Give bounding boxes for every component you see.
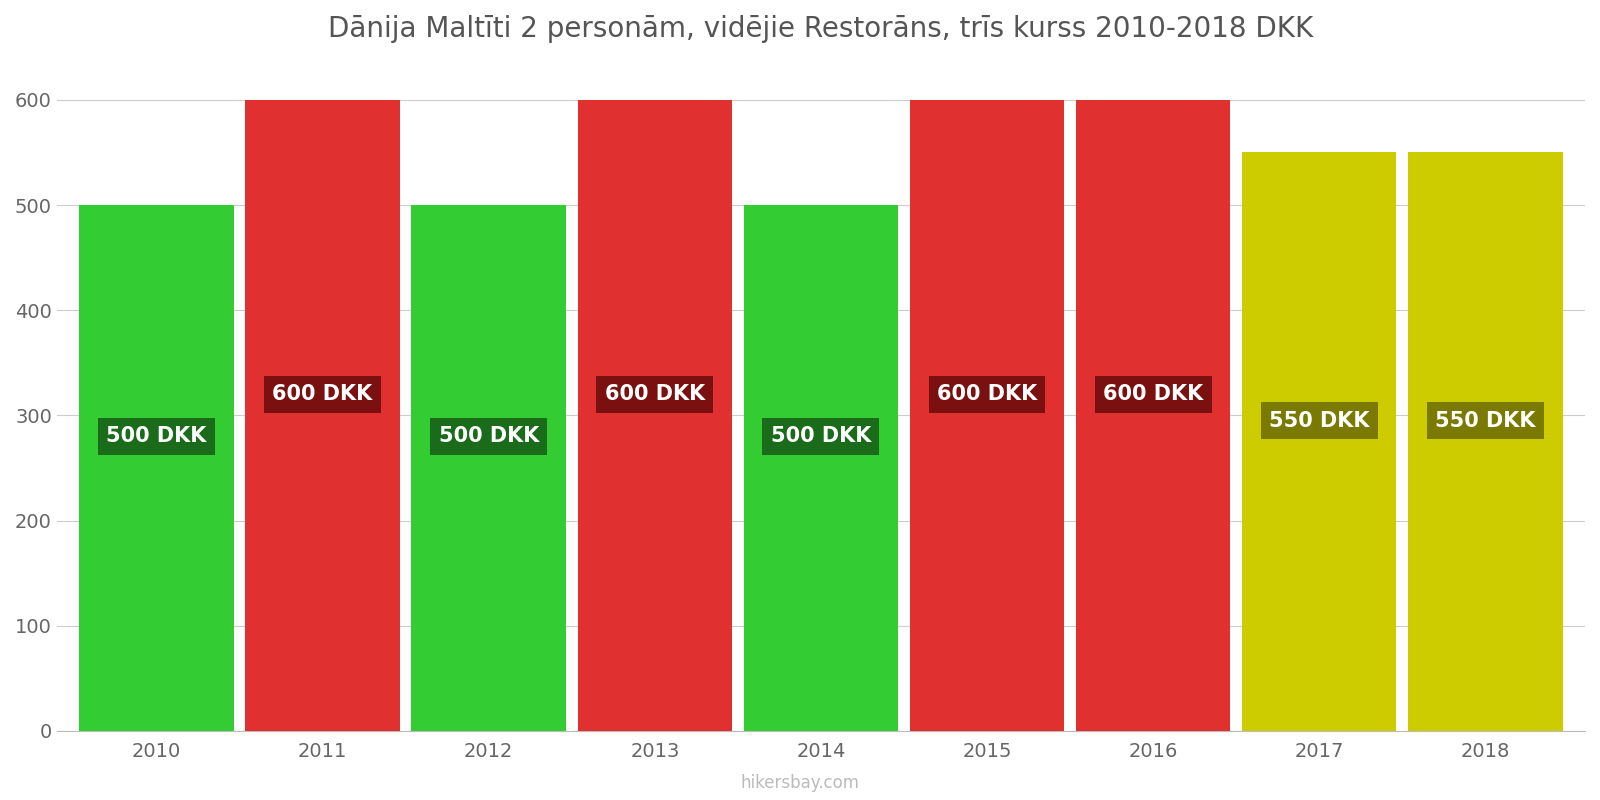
Bar bbox=[80, 205, 234, 731]
Text: 550 DKK: 550 DKK bbox=[1435, 410, 1536, 430]
Bar bbox=[245, 100, 400, 731]
Bar bbox=[910, 100, 1064, 731]
Text: 500 DKK: 500 DKK bbox=[438, 426, 539, 446]
Text: 600 DKK: 600 DKK bbox=[1102, 384, 1203, 404]
Title: Dānija Maltīti 2 personām, vidējie Restorāns, trīs kurss 2010-2018 DKK: Dānija Maltīti 2 personām, vidējie Resto… bbox=[328, 15, 1314, 43]
Bar bbox=[1242, 153, 1397, 731]
Text: 600 DKK: 600 DKK bbox=[605, 384, 706, 404]
Text: 600 DKK: 600 DKK bbox=[938, 384, 1037, 404]
Text: 600 DKK: 600 DKK bbox=[272, 384, 373, 404]
Text: 500 DKK: 500 DKK bbox=[106, 426, 206, 446]
Text: 500 DKK: 500 DKK bbox=[771, 426, 870, 446]
Text: hikersbay.com: hikersbay.com bbox=[741, 774, 859, 792]
Bar bbox=[744, 205, 898, 731]
Bar bbox=[578, 100, 733, 731]
Bar bbox=[1075, 100, 1230, 731]
Bar bbox=[1408, 153, 1563, 731]
Text: 550 DKK: 550 DKK bbox=[1269, 410, 1370, 430]
Bar bbox=[411, 205, 566, 731]
